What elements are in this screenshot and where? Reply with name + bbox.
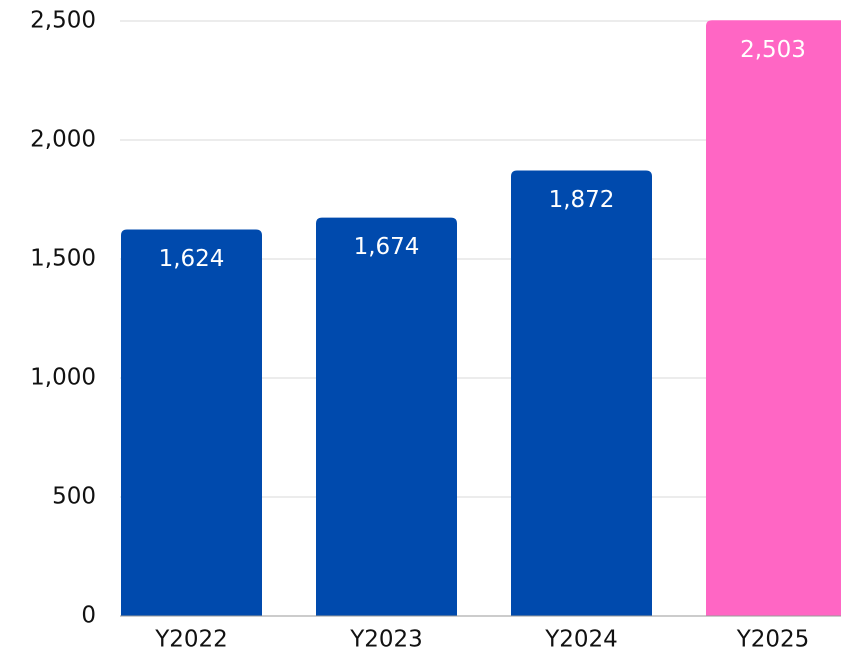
x-tick-label: Y2023 xyxy=(349,627,423,653)
bar xyxy=(511,170,652,617)
y-tick-label: 2,000 xyxy=(30,127,96,153)
y-tick-label: 1,000 xyxy=(30,365,96,391)
bar xyxy=(121,229,262,616)
bar-value-label: 1,624 xyxy=(159,246,225,272)
x-tick-label: Y2024 xyxy=(544,627,618,653)
y-tick-label: 1,500 xyxy=(30,246,96,272)
x-tick-label: Y2025 xyxy=(736,627,810,653)
bar-value-label: 1,872 xyxy=(549,187,615,213)
x-tick-label: Y2022 xyxy=(154,627,228,653)
y-tick-label: 0 xyxy=(81,603,96,629)
bar xyxy=(316,217,457,616)
bar-value-label: 2,503 xyxy=(740,37,806,63)
bar xyxy=(706,20,841,616)
y-tick-label: 2,500 xyxy=(30,8,96,34)
y-tick-label: 500 xyxy=(52,484,96,510)
bar-value-label: 1,674 xyxy=(354,234,420,260)
